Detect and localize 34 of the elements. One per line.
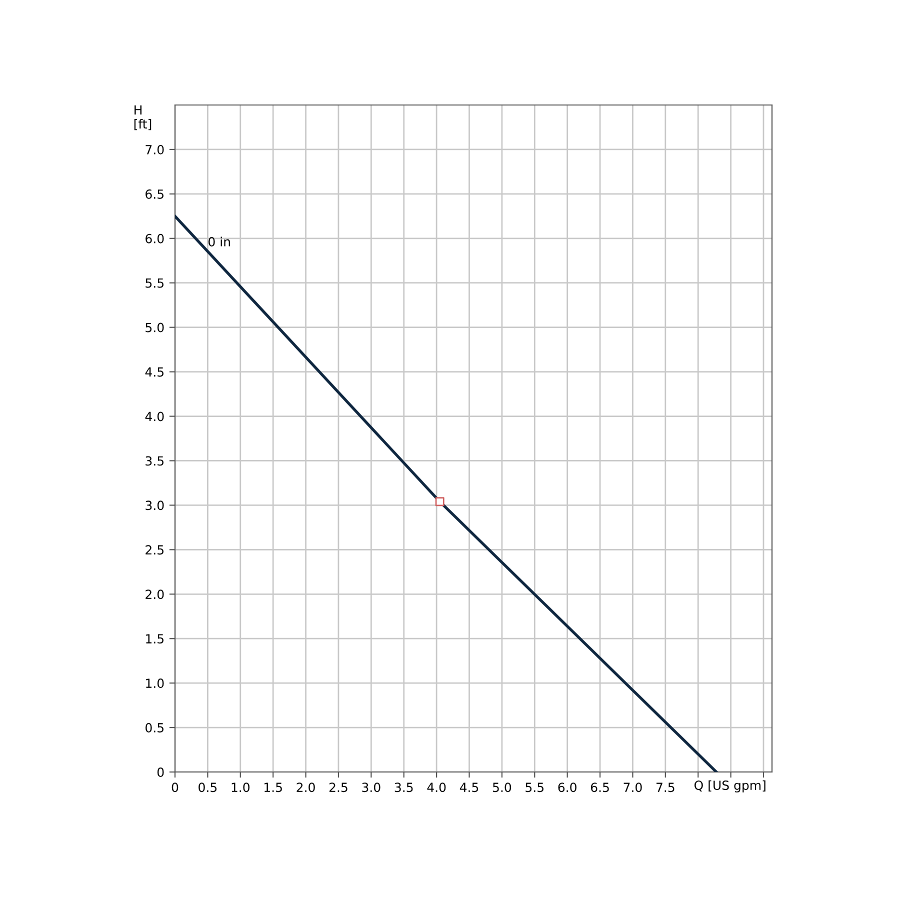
- y-tick-label: 7.0: [146, 144, 164, 154]
- y-tick-label: 4.5: [145, 367, 164, 377]
- y-tick-label: 3.0: [146, 500, 164, 510]
- x-tick-label: 5.5: [526, 782, 544, 792]
- x-tick-label: 2.5: [329, 782, 348, 792]
- y-tick-label: 0.5: [146, 723, 164, 732]
- x-tick-label: 6.5: [590, 782, 609, 792]
- y-tick-label: 5.5: [146, 278, 164, 288]
- x-tick-label: 3.0: [362, 782, 380, 792]
- y-tick-label: 3.5: [146, 456, 164, 466]
- y-tick-label: 6.5: [146, 189, 164, 199]
- x-tick-label: 4.0: [427, 782, 446, 792]
- x-tick-label: 4.5: [460, 782, 478, 792]
- y-tick-label: 4.0: [145, 412, 164, 422]
- x-tick-label: 5.0: [492, 782, 512, 792]
- annotation: 0 in: [208, 236, 230, 246]
- x-tick-label: 7.0: [624, 782, 642, 792]
- x-tick-label: 3.5: [394, 782, 413, 792]
- x-tick-label: 1.0: [232, 782, 250, 792]
- x-tick-label: 0.5: [198, 782, 217, 792]
- x-axis-title: Q [US gpm]: [694, 780, 766, 792]
- x-tick-label: 2.0: [296, 782, 315, 792]
- y-tick-label: 5.0: [146, 322, 164, 332]
- y-tick-label: 2.5: [146, 545, 164, 555]
- y-axis-title: H [ft]: [134, 105, 152, 130]
- y-tick-label: 6.0: [146, 234, 164, 244]
- x-tick-label: 0: [172, 782, 178, 792]
- y-tick-label: 1.5: [146, 634, 164, 644]
- x-tick-label: 1.5: [264, 782, 282, 792]
- y-tick-label: 0: [157, 767, 164, 777]
- y-tick-label: 1.0: [146, 678, 164, 688]
- x-tick-label: 7.5: [656, 782, 674, 792]
- x-tick-label: 6.0: [558, 782, 576, 792]
- y-tick-label: 2.0: [146, 590, 164, 600]
